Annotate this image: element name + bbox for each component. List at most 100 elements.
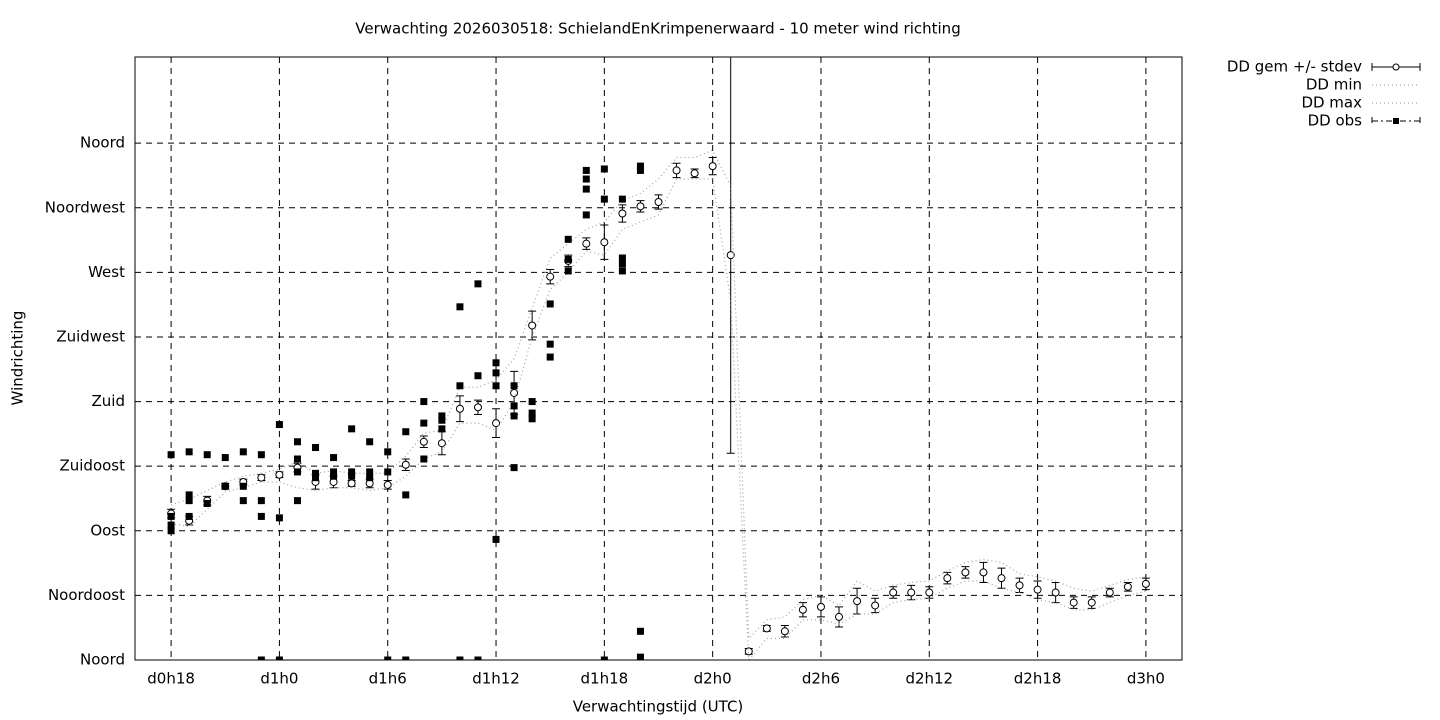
mean-point [401,460,410,469]
obs-point [167,512,175,520]
obs-point [275,656,283,660]
obs-point [348,425,356,433]
grid [135,57,1182,661]
obs-point [239,448,247,456]
mean-point [835,612,844,621]
mean-point [1051,588,1060,597]
obs-point [456,303,464,311]
obs-point [402,656,410,660]
y-tick-label: Oost [90,521,125,539]
obs-point [510,464,518,472]
obs-point [257,512,265,520]
obs-point [456,656,464,660]
mean-point [726,251,735,260]
mean-point [780,627,789,636]
y-tick-label: Noordoost [48,586,125,604]
obs-point [366,468,374,476]
x-axis-label: Verwachtingstijd (UTC) [573,698,744,716]
mean-point [1015,581,1024,590]
mean-point [1105,588,1114,597]
obs-point [636,166,644,174]
obs-point [275,421,283,429]
obs-point [564,255,572,263]
y-tick-label: Noordwest [45,198,125,216]
obs-point [293,455,301,463]
obs-point [185,448,193,456]
mean-point [528,321,537,330]
x-tick-label: d3h0 [1127,670,1165,688]
obs-point [510,382,518,390]
obs-point [600,165,608,173]
obs-point [636,162,644,170]
mean-point [383,480,392,489]
mean-point [618,209,627,218]
obs-point [582,175,590,183]
x-tick-label: d2h12 [905,670,953,688]
legend-label: DD gem +/- stdev [1227,58,1362,76]
obs-point [257,451,265,459]
mean-point [257,473,266,482]
obs-point [582,211,590,219]
obs-point [564,235,572,243]
y-tick-label: Zuidwest [56,327,125,345]
mean-point [672,166,681,175]
obs-point [239,497,247,505]
obs-point [510,402,518,410]
obs-point [384,656,392,660]
obs-point [438,416,446,424]
obs-point [618,260,626,268]
obs-point [492,535,500,543]
mean-point [853,597,862,606]
mean-point [492,419,501,428]
obs-point [293,497,301,505]
obs-point [582,166,590,174]
mean-point [510,388,519,397]
mean-point [437,439,446,448]
x-tick-label: d0h18 [147,670,195,688]
mean-point [798,605,807,614]
obs-point [167,521,175,529]
obs-point [348,468,356,476]
x-tick-label: d1h18 [581,670,629,688]
y-tick-label: Zuid [92,392,125,410]
mean-point [582,239,591,248]
obs-point [203,451,211,459]
obs-point [618,195,626,203]
legend-label: DD max [1301,94,1362,112]
obs-point [402,491,410,499]
mean-point [600,238,609,247]
x-tick-label: d2h6 [802,670,840,688]
obs-point [420,398,428,406]
mean-point [473,403,482,412]
obs-point [384,468,392,476]
obs-point [492,369,500,377]
obs-point [438,425,446,433]
obs-point [618,267,626,275]
legend-swatch [1393,118,1399,124]
mean-point [925,588,934,597]
obs-point [420,455,428,463]
mean-point [979,568,988,577]
chart-title: Verwachting 2026030518: SchielandEnKrimp… [355,20,960,38]
obs-point [600,195,608,203]
mean-point [1141,579,1150,588]
obs-point [312,469,320,477]
x-tick-label: d1h6 [369,670,407,688]
x-tick-label: d1h0 [260,670,298,688]
mean-point [1087,598,1096,607]
obs-point [330,472,338,480]
obs-point [257,656,265,660]
obs-point [492,382,500,390]
obs-point [185,491,193,499]
obs-point [366,474,374,482]
obs-point [636,653,644,660]
obs-point [384,448,392,456]
mean-point [816,602,825,611]
obs-point [510,412,518,420]
obs-point [293,438,301,446]
plot-frame [134,56,1183,661]
obs-point [293,468,301,476]
obs-point [203,500,211,508]
